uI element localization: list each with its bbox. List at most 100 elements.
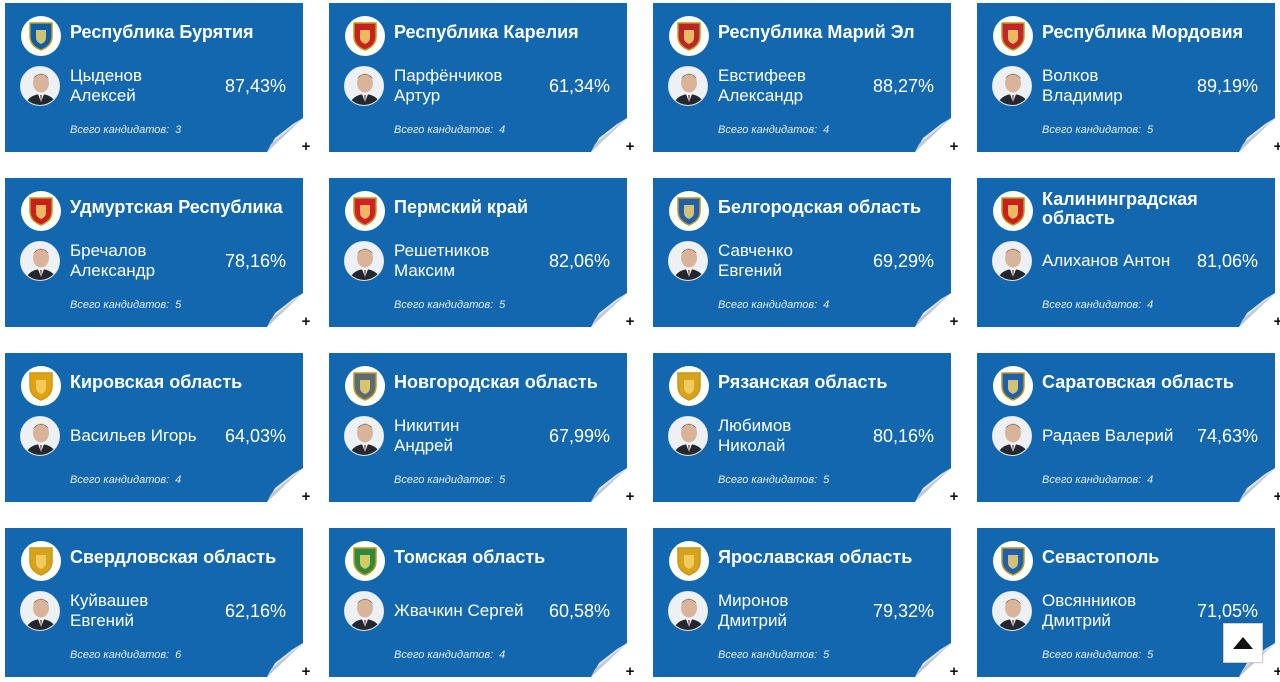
expand-button[interactable]: + — [301, 313, 311, 330]
candidates-count-label: Всего кандидатов: — [394, 474, 494, 486]
candidates-count: Всего кандидатов: 4 — [718, 299, 829, 311]
expand-button[interactable]: + — [1273, 313, 1280, 330]
expand-button[interactable]: + — [949, 488, 959, 505]
expand-button[interactable]: + — [301, 663, 311, 680]
candidates-count: Всего кандидатов: 5 — [718, 649, 829, 661]
candidates-count-value: 5 — [823, 649, 830, 661]
candidate-avatar — [668, 241, 708, 281]
page-curl-icon — [267, 468, 303, 502]
region-card[interactable]: Белгородская область Савченко Евгений 69,… — [653, 178, 958, 329]
expand-button[interactable]: + — [949, 663, 959, 680]
region-card[interactable]: Пермский край Решетников Максим 82,06% Вс… — [329, 178, 634, 329]
candidates-count: Всего кандидатов: 3 — [70, 124, 181, 136]
expand-button[interactable]: + — [1273, 663, 1280, 680]
candidates-count-label: Всего кандидатов: — [718, 299, 818, 311]
region-name: Свердловская область — [70, 547, 277, 567]
expand-button[interactable]: + — [1273, 488, 1280, 505]
candidate-name: Парфёнчиков Артур — [394, 66, 503, 105]
page-curl-icon — [1239, 468, 1275, 502]
mari-el-emblem-icon — [669, 16, 709, 56]
candidate-avatar — [344, 66, 384, 106]
region-card[interactable]: Томская область Жвачкин Сергей 60,58% Вс… — [329, 528, 634, 679]
candidates-count-label: Всего кандидатов: — [394, 299, 494, 311]
candidates-count-value: 4 — [499, 649, 506, 661]
candidates-count-label: Всего кандидатов: — [1042, 649, 1142, 661]
candidate-name: Евстифеев Александр — [718, 66, 806, 105]
candidate-avatar — [344, 416, 384, 456]
expand-button[interactable]: + — [625, 663, 635, 680]
candidates-count: Всего кандидатов: 5 — [394, 474, 505, 486]
candidate-avatar — [20, 241, 60, 281]
candidate-name: Цыденов Алексей — [70, 66, 143, 105]
mordovia-emblem-icon — [993, 16, 1033, 56]
page-curl-icon — [915, 643, 951, 677]
yaroslavl-emblem-icon — [669, 541, 709, 581]
candidates-count-value: 3 — [175, 124, 182, 136]
region-name: Удмуртская Республика — [70, 197, 283, 217]
candidate-avatar — [668, 66, 708, 106]
region-card[interactable]: Севастополь Овсянников Дмитрий 71,05% Все… — [977, 528, 1280, 679]
expand-button[interactable]: + — [625, 313, 635, 330]
candidate-avatar — [20, 591, 60, 631]
candidate-name: Васильев Игорь — [70, 426, 197, 445]
page-curl-icon — [591, 643, 627, 677]
region-card[interactable]: Свердловская область Куйвашев Евгений 62,… — [5, 528, 310, 679]
region-name: Белгородская область — [718, 197, 922, 217]
expand-button[interactable]: + — [625, 138, 635, 155]
region-card[interactable]: Ярославская область Миронов Дмитрий 79,32… — [653, 528, 958, 679]
region-name: Рязанская область — [718, 372, 888, 392]
vote-percentage: 78,16% — [224, 251, 286, 271]
expand-button[interactable]: + — [301, 138, 311, 155]
candidates-count-label: Всего кандидатов: — [70, 649, 170, 661]
sverdlovsk-emblem-icon — [21, 541, 61, 581]
vote-percentage: 79,32% — [872, 601, 934, 621]
region-card[interactable]: Республика Марий Эл Евстифеев Александр 8… — [653, 3, 958, 154]
candidates-count-label: Всего кандидатов: — [718, 649, 818, 661]
vote-percentage: 60,58% — [548, 601, 610, 621]
candidate-name: Жвачкин Сергей — [394, 601, 524, 620]
region-card[interactable]: Кировская область Васильев Игорь 64,03% … — [5, 353, 310, 504]
region-card[interactable]: Удмуртская Республика Бречалов Александр … — [5, 178, 310, 329]
candidate-avatar — [20, 416, 60, 456]
page-curl-icon — [1239, 118, 1275, 152]
region-card[interactable]: Новгородская область Никитин Андрей 67,99… — [329, 353, 634, 504]
vote-percentage: 61,34% — [548, 76, 610, 96]
vote-percentage: 64,03% — [224, 426, 286, 446]
perm-emblem-icon — [345, 191, 385, 231]
candidates-count: Всего кандидатов: 4 — [394, 124, 505, 136]
kirov-emblem-icon — [21, 366, 61, 406]
candidate-name: Бречалов Александр — [70, 241, 156, 280]
region-card[interactable]: Калининградская область Алиханов Антон 81… — [977, 178, 1280, 329]
region-card[interactable]: Республика Мордовия Волков Владимир 89,19… — [977, 3, 1280, 154]
candidate-avatar — [344, 591, 384, 631]
region-card[interactable]: Республика Карелия Парфёнчиков Артур 61,3… — [329, 3, 634, 154]
karelia-emblem-icon — [345, 16, 385, 56]
page-curl-icon — [267, 118, 303, 152]
expand-button[interactable]: + — [949, 313, 959, 330]
expand-button[interactable]: + — [1273, 138, 1280, 155]
region-card[interactable]: Саратовская область Радаев Валерий 74,63… — [977, 353, 1280, 504]
vote-percentage: 74,63% — [1196, 426, 1258, 446]
ryazan-emblem-icon — [669, 366, 709, 406]
candidate-avatar — [992, 66, 1032, 106]
belgorod-emblem-icon — [669, 191, 709, 231]
region-name: Республика Бурятия — [70, 22, 254, 42]
candidate-avatar — [668, 416, 708, 456]
expand-button[interactable]: + — [625, 488, 635, 505]
page-curl-icon — [267, 643, 303, 677]
candidates-count-label: Всего кандидатов: — [718, 474, 818, 486]
page-curl-icon — [591, 118, 627, 152]
vote-percentage: 67,99% — [548, 426, 610, 446]
scroll-to-top-button[interactable] — [1223, 623, 1263, 663]
expand-button[interactable]: + — [301, 488, 311, 505]
candidate-avatar — [992, 591, 1032, 631]
region-name: Кировская область — [70, 372, 243, 392]
region-card[interactable]: Рязанская область Любимов Николай 80,16% … — [653, 353, 958, 504]
vote-percentage: 71,05% — [1196, 601, 1258, 621]
vote-percentage: 62,16% — [224, 601, 286, 621]
expand-button[interactable]: + — [949, 138, 959, 155]
candidates-count-value: 6 — [175, 649, 182, 661]
candidates-count: Всего кандидатов: 5 — [394, 299, 505, 311]
region-card[interactable]: Республика Бурятия Цыденов Алексей 87,43%… — [5, 3, 310, 154]
